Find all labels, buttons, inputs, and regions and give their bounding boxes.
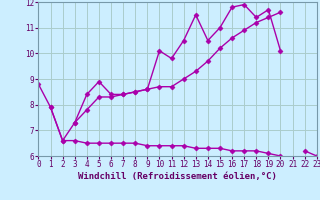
X-axis label: Windchill (Refroidissement éolien,°C): Windchill (Refroidissement éolien,°C) (78, 172, 277, 181)
